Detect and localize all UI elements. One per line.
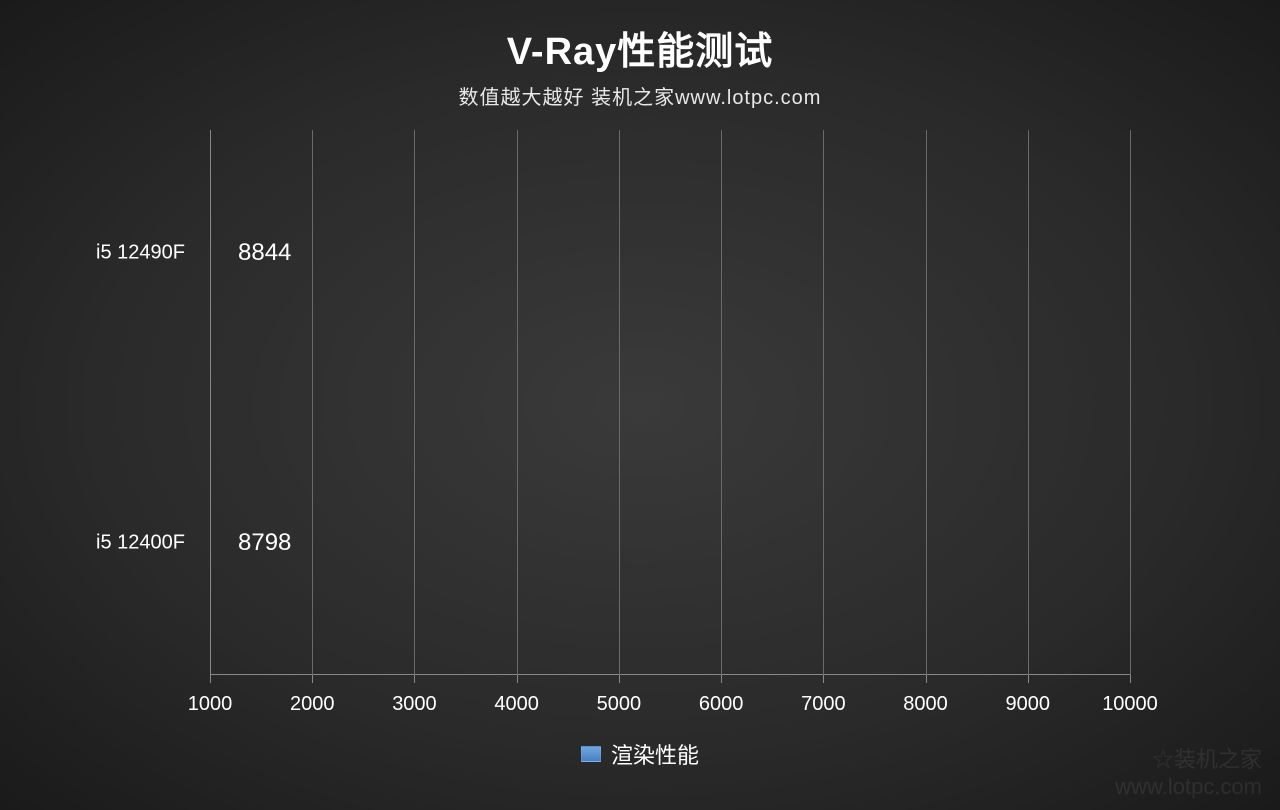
gridline [414, 130, 415, 675]
bar-value: 8798 [238, 529, 291, 557]
x-tick-mark [210, 675, 211, 683]
watermark: ☆装机之家 www.lotpc.com [1115, 747, 1262, 800]
x-tick-mark [926, 675, 927, 683]
gridline [517, 130, 518, 675]
y-category-label: i5 12400F [96, 532, 185, 555]
legend: 渲染性能 [581, 738, 699, 770]
x-tick-label: 8000 [903, 693, 948, 716]
x-tick-label: 6000 [699, 693, 744, 716]
x-tick-label: 4000 [494, 693, 539, 716]
gridline [926, 130, 927, 675]
chart-subtitle: 数值越大越好 装机之家www.lotpc.com [0, 81, 1280, 110]
x-tick-mark [312, 675, 313, 683]
x-tick-mark [823, 675, 824, 683]
x-tick-mark [517, 675, 518, 683]
x-tick-mark [619, 675, 620, 683]
legend-swatch [581, 746, 601, 762]
x-tick-label: 2000 [290, 693, 335, 716]
x-tick-mark [721, 675, 722, 683]
x-tick-label: 1000 [188, 693, 233, 716]
x-tick-label: 9000 [1006, 693, 1051, 716]
y-category-label: i5 12490F [96, 242, 185, 265]
x-axis-line [210, 674, 1130, 675]
x-tick-label: 7000 [801, 693, 846, 716]
gridline [721, 130, 722, 675]
x-tick-label: 3000 [392, 693, 437, 716]
x-tick-label: 5000 [597, 693, 642, 716]
gridline [1130, 130, 1131, 675]
watermark-line2: www.lotpc.com [1115, 774, 1262, 800]
title-block: V-Ray性能测试 数值越大越好 装机之家www.lotpc.com [0, 0, 1280, 110]
x-tick-mark [414, 675, 415, 683]
gridline [1028, 130, 1029, 675]
x-tick-mark [1130, 675, 1131, 683]
bar-value: 8844 [238, 239, 291, 267]
x-tick-mark [1028, 675, 1029, 683]
y-axis-line [210, 130, 211, 675]
gridline [619, 130, 620, 675]
gridline [823, 130, 824, 675]
legend-label: 渲染性能 [611, 738, 699, 770]
gridline [312, 130, 313, 675]
chart-title: V-Ray性能测试 [0, 20, 1280, 75]
chart-area: 1000200030004000500060007000800090001000… [210, 130, 1130, 675]
x-tick-label: 10000 [1102, 693, 1158, 716]
plot: 1000200030004000500060007000800090001000… [210, 130, 1130, 675]
watermark-line1: ☆装机之家 [1115, 747, 1262, 773]
